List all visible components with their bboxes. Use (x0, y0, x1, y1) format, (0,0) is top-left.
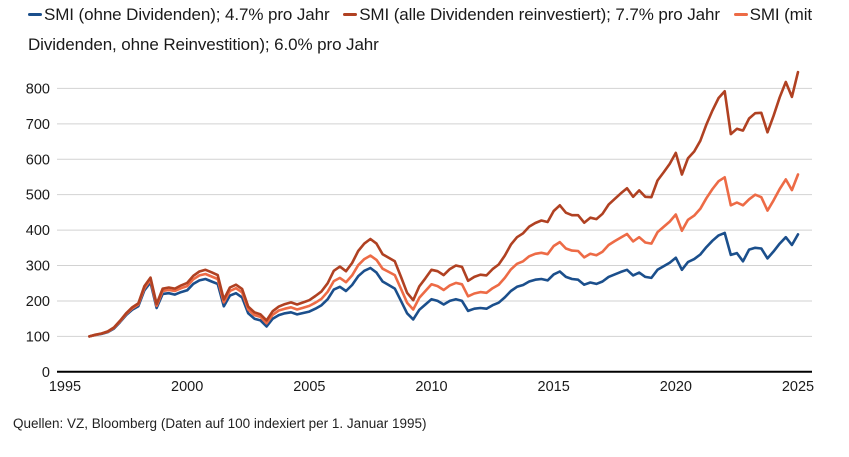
y-tick-label: 500 (26, 188, 50, 204)
y-tick-label: 700 (26, 117, 50, 133)
series-line-0 (88, 231, 800, 338)
legend-dash-icon (343, 12, 358, 17)
y-tick-label: 200 (26, 294, 50, 310)
x-tick-label: 2010 (415, 379, 447, 395)
legend-label: SMI (alle Dividenden reinvestiert); 7.7%… (359, 5, 720, 24)
x-tick-label: 2020 (660, 379, 692, 395)
x-tick-label: 2025 (782, 379, 814, 395)
chart-legend: SMI (ohne Dividenden); 4.7% pro Jahr SMI… (28, 0, 832, 60)
legend-dash-icon (28, 12, 42, 17)
y-tick-label: 600 (26, 152, 50, 168)
legend-item-smi-dividenden-ohne-reinvestition: SMI (mit Dividenden, ohne Reinvestition)… (28, 5, 812, 54)
x-tick-label: 2005 (293, 379, 325, 395)
x-tick-label: 2015 (538, 379, 570, 395)
series-line-2 (88, 173, 800, 338)
legend-dash-icon (733, 12, 748, 17)
legend-item-smi-dividenden-reinvestiert: SMI (alle Dividenden reinvestiert); 7.7%… (343, 5, 720, 24)
series-line-1 (88, 70, 800, 338)
y-tick-label: 0 (42, 365, 50, 381)
y-tick-label: 100 (26, 329, 50, 345)
legend-label: SMI (mit Dividenden, ohne Reinvestition)… (28, 5, 813, 54)
y-tick-label: 300 (26, 259, 50, 275)
legend-item-smi-ohne-dividenden: SMI (ohne Dividenden); 4.7% pro Jahr (28, 5, 330, 24)
y-tick-label: 800 (26, 81, 50, 97)
x-tick-label: 2000 (171, 379, 203, 395)
legend-label: SMI (ohne Dividenden); 4.7% pro Jahr (44, 5, 330, 24)
x-tick-label: 1995 (49, 379, 81, 395)
source-note: Quellen: VZ, Bloomberg (Daten auf 100 in… (13, 416, 427, 431)
y-tick-label: 400 (26, 223, 50, 239)
